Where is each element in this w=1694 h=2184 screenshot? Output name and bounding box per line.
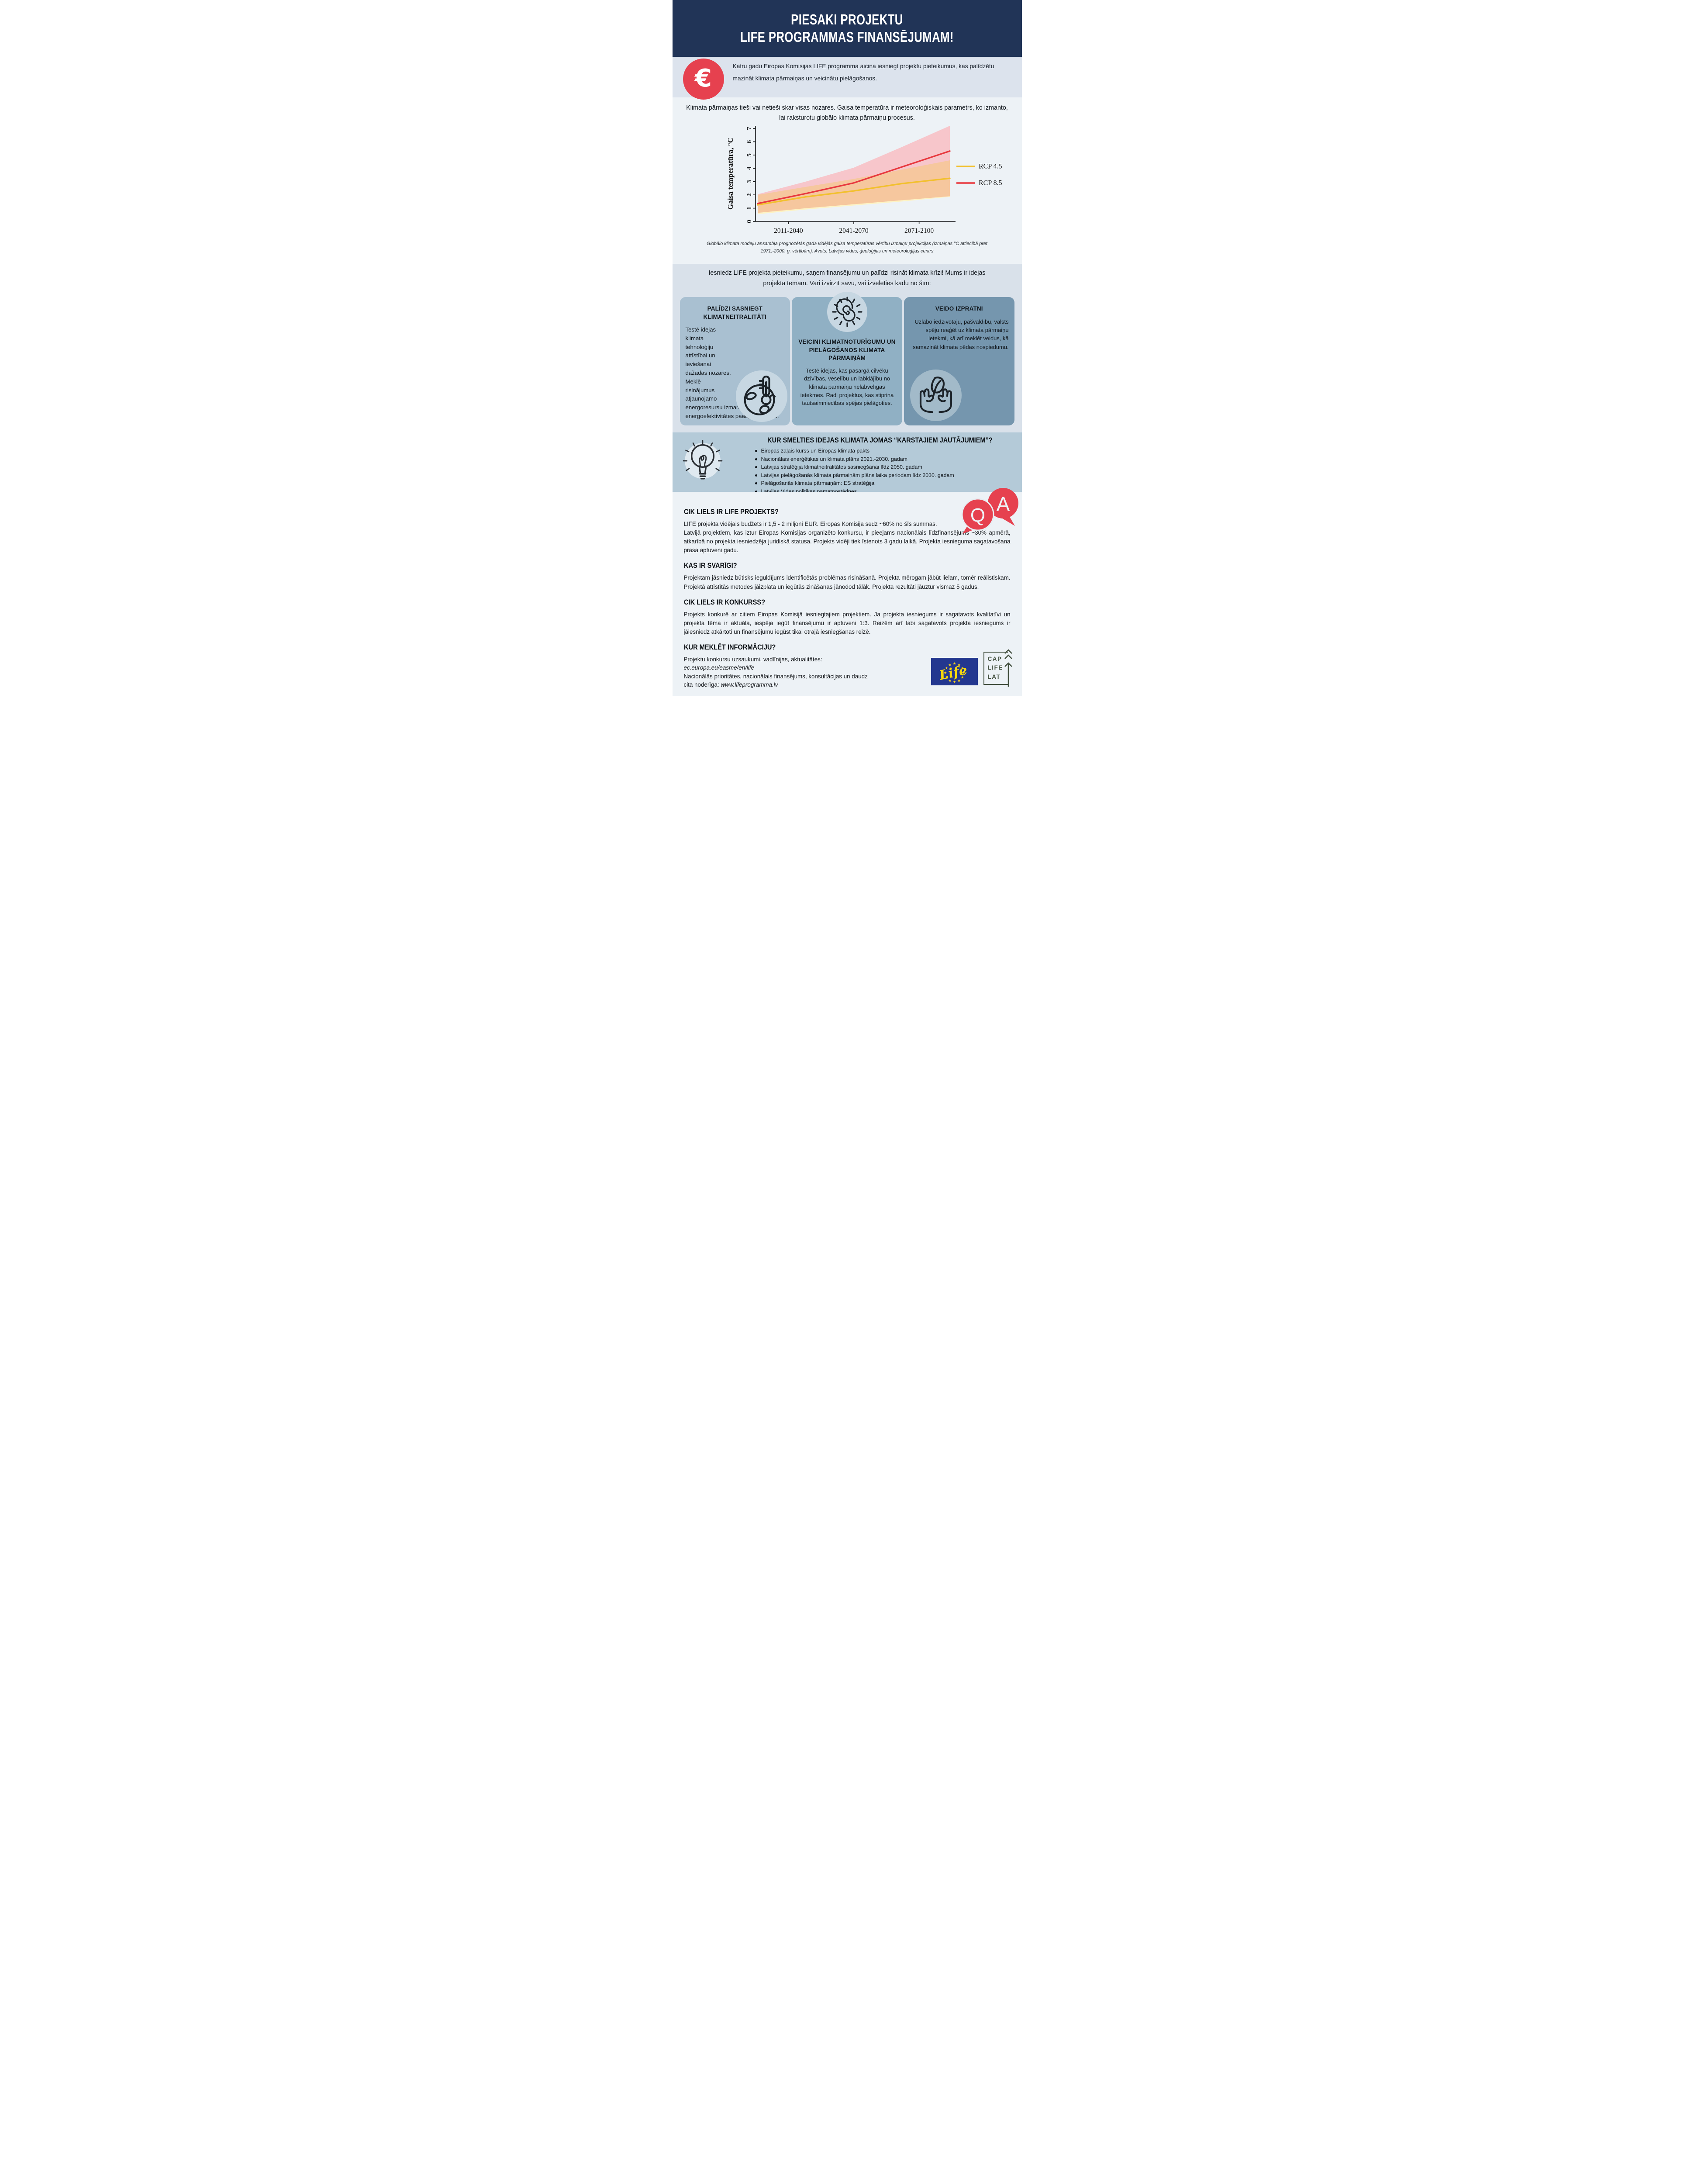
y-tick-label: 3 (746, 180, 753, 183)
star-icon: ★ (943, 670, 947, 675)
list-item: Eiropas zaļais kurss un Eiropas klimata … (755, 448, 1022, 455)
qa-heading-project-size: CIK LIELS IR LIFE PROJEKTS? (683, 508, 779, 516)
infographic-page: PIESAKI PROJEKTU LIFE PROGRAMMAS FINANSĒ… (672, 0, 1022, 696)
series-line-rcp85 (756, 150, 951, 204)
star-icon: ★ (960, 675, 964, 680)
card-title: VEIDO IZPRATNI (935, 305, 983, 312)
y-tick-label: 7 (746, 127, 753, 130)
star-icon: ★ (957, 663, 961, 667)
star-icon: ★ (952, 680, 956, 684)
page-title-line2: LIFE PROGRAMMAS FINANSĒJUMAM! (740, 29, 954, 45)
x-tick-label: 2041-2070 (839, 227, 868, 235)
qa-body-project-size: LIFE projekta vidējais budžets ir 1,5 - … (683, 521, 1011, 554)
y-tick-label: 6 (746, 140, 753, 144)
theme-cards: PALĪDZI SASNIEGT KLIMATNEITRALITĀTI Test… (672, 291, 1022, 432)
card-awareness: VEIDO IZPRATNI Uzlabo iedzīvotāju, pašva… (904, 297, 1014, 425)
legend-label: RCP 4.5 (979, 163, 1002, 170)
intro-text: Katru gadu Eiropas Komisijas LIFE progra… (732, 63, 994, 82)
lightbulb-icon (683, 440, 722, 480)
chart-section: Klimata pārmaiņas tieši vai netieši skar… (673, 97, 1022, 264)
y-axis-title: Gaisa temperatūra, °C (726, 138, 735, 210)
chart-caption: Globālo klimata modeļu ansambļa prognozē… (707, 241, 987, 254)
answer-bubble: A (987, 488, 1018, 526)
euro-icon: € (683, 59, 724, 100)
card-climate-neutrality: PALĪDZI SASNIEGT KLIMATNEITRALITĀTI Test… (680, 297, 790, 425)
star-icon: ★ (945, 675, 948, 680)
temperature-chart: 0 1 2 3 4 5 6 7 2011-2040 2041-2070 2071-2100 Gaisa… (726, 126, 1002, 235)
ideas-title: KUR SMELTIES IDEJAS KLIMATA JOMAS “KARST… (767, 436, 993, 444)
header-banner: PIESAKI PROJEKTU LIFE PROGRAMMAS FINANSĒ… (672, 0, 1022, 57)
star-icon: ★ (962, 670, 965, 675)
question-bubble: Q (961, 498, 994, 534)
list-item: Latvijas stratēģija klimatneitralitātes … (755, 464, 1022, 471)
cap-line: LIFE (987, 664, 1003, 671)
cap-line: CAP (987, 656, 1002, 662)
star-icon: ★ (948, 663, 952, 667)
y-tick-label: 5 (746, 153, 753, 157)
y-tick-label: 2 (746, 194, 753, 197)
star-icon: ★ (945, 666, 948, 670)
cap-life-lat-logo: CAP LIFE LAT (983, 649, 1012, 687)
invite-strip: Iesniedz LIFE projekta pieteikumu, saņem… (672, 264, 1022, 291)
list-item: Latvijas pielāgošanās klimata pārmaiņām … (755, 472, 1022, 479)
page-title-line1: PIESAKI PROJEKTU (791, 11, 903, 28)
card-body: Testē idejas klimata tehnoloģiju attīstī… (685, 326, 779, 419)
qa-section: CIK LIELS IR LIFE PROJEKTS? LIFE projekt… (672, 492, 1022, 696)
ideas-section: KUR SMELTIES IDEJAS KLIMATA JOMAS “KARST… (672, 432, 1022, 495)
star-icon: ★ (960, 666, 964, 670)
ideas-list: Eiropas zaļais kurss un Eiropas klimata … (738, 448, 1022, 495)
eu-life-logo: ★ ★★★★★★★★★★★ Life (931, 658, 978, 685)
intro-strip: € Katru gadu Eiropas Komisijas LIFE prog… (672, 57, 1022, 100)
info-text: Projektu konkursu uzsaukumi, vadlīnijas,… (683, 656, 868, 688)
legend-label: RCP 8.5 (979, 180, 1002, 187)
qa-body-important: Projektam jāsniedz būtisks ieguldījums i… (683, 574, 1011, 590)
x-tick-label: 2011-2040 (774, 227, 803, 235)
band-overlap (757, 160, 950, 213)
series-line-rcp45 (756, 177, 951, 206)
qa-heading-important: KAS IR SVARĪGI? (683, 561, 737, 570)
eu-stars: ★ ★★★★★★★★★★★ (943, 661, 965, 684)
card-climate-resilience: VEICINI KLIMATNOTURĪGUMU UN PIELĀGOŠANOS… (792, 292, 902, 425)
y-tick-label: 4 (746, 166, 753, 170)
svg-text:A: A (996, 493, 1010, 515)
list-item: Nacionālais enerģētikas un klimata plāns… (755, 456, 1022, 463)
link-lifeprogramma: www.lifeprogramma.lv (721, 681, 778, 688)
svg-text:Q: Q (970, 505, 985, 526)
x-tick-label: 2071-2100 (904, 227, 934, 235)
card-title: VEICINI KLIMATNOTURĪGUMU UN PIELĀGOŠANOS… (798, 339, 896, 361)
qa-heading-competition: CIK LIELS IR KONKURSS? (683, 598, 765, 606)
card-title: PALĪDZI SASNIEGT KLIMATNEITRALITĀTI (703, 305, 767, 320)
sun-icon (827, 292, 867, 332)
hands-leaf-icon (910, 370, 962, 421)
qa-heading-info: KUR MEKLĒT INFORMĀCIJU? (683, 643, 776, 651)
euro-glyph: € (695, 64, 712, 93)
y-tick-label: 0 (746, 220, 753, 224)
qa-body-competition: Projekts konkurē ar citiem Eiropas Komis… (683, 611, 1011, 635)
question-answer-bubbles-icon: A Q (961, 488, 1018, 534)
ideas-content: KUR SMELTIES IDEJAS KLIMATA JOMAS “KARST… (738, 432, 1022, 495)
card-body: Testē idejas, kas pasargā cilvēku dzīvīb… (800, 367, 894, 407)
list-item: Pielāgošanās klimata pārmaiņām: ES strat… (755, 480, 1022, 487)
y-tick-label: 1 (746, 207, 753, 210)
card-body: Uzlabo iedzīvotāju, pašvaldību, valsts s… (913, 318, 1009, 350)
star-icon: ★ (952, 661, 956, 666)
arrow-up-icon (1004, 649, 1012, 687)
globe-thermometer-icon (736, 370, 788, 422)
star-icon: ★ (948, 678, 952, 683)
link-easme: ec.europa.eu/easme/en/life (683, 664, 755, 671)
star-icon: ★ (957, 678, 961, 683)
cap-line: LAT (987, 673, 1001, 680)
climate-note: Klimata pārmaiņas tieši vai netieši skar… (686, 104, 1008, 122)
